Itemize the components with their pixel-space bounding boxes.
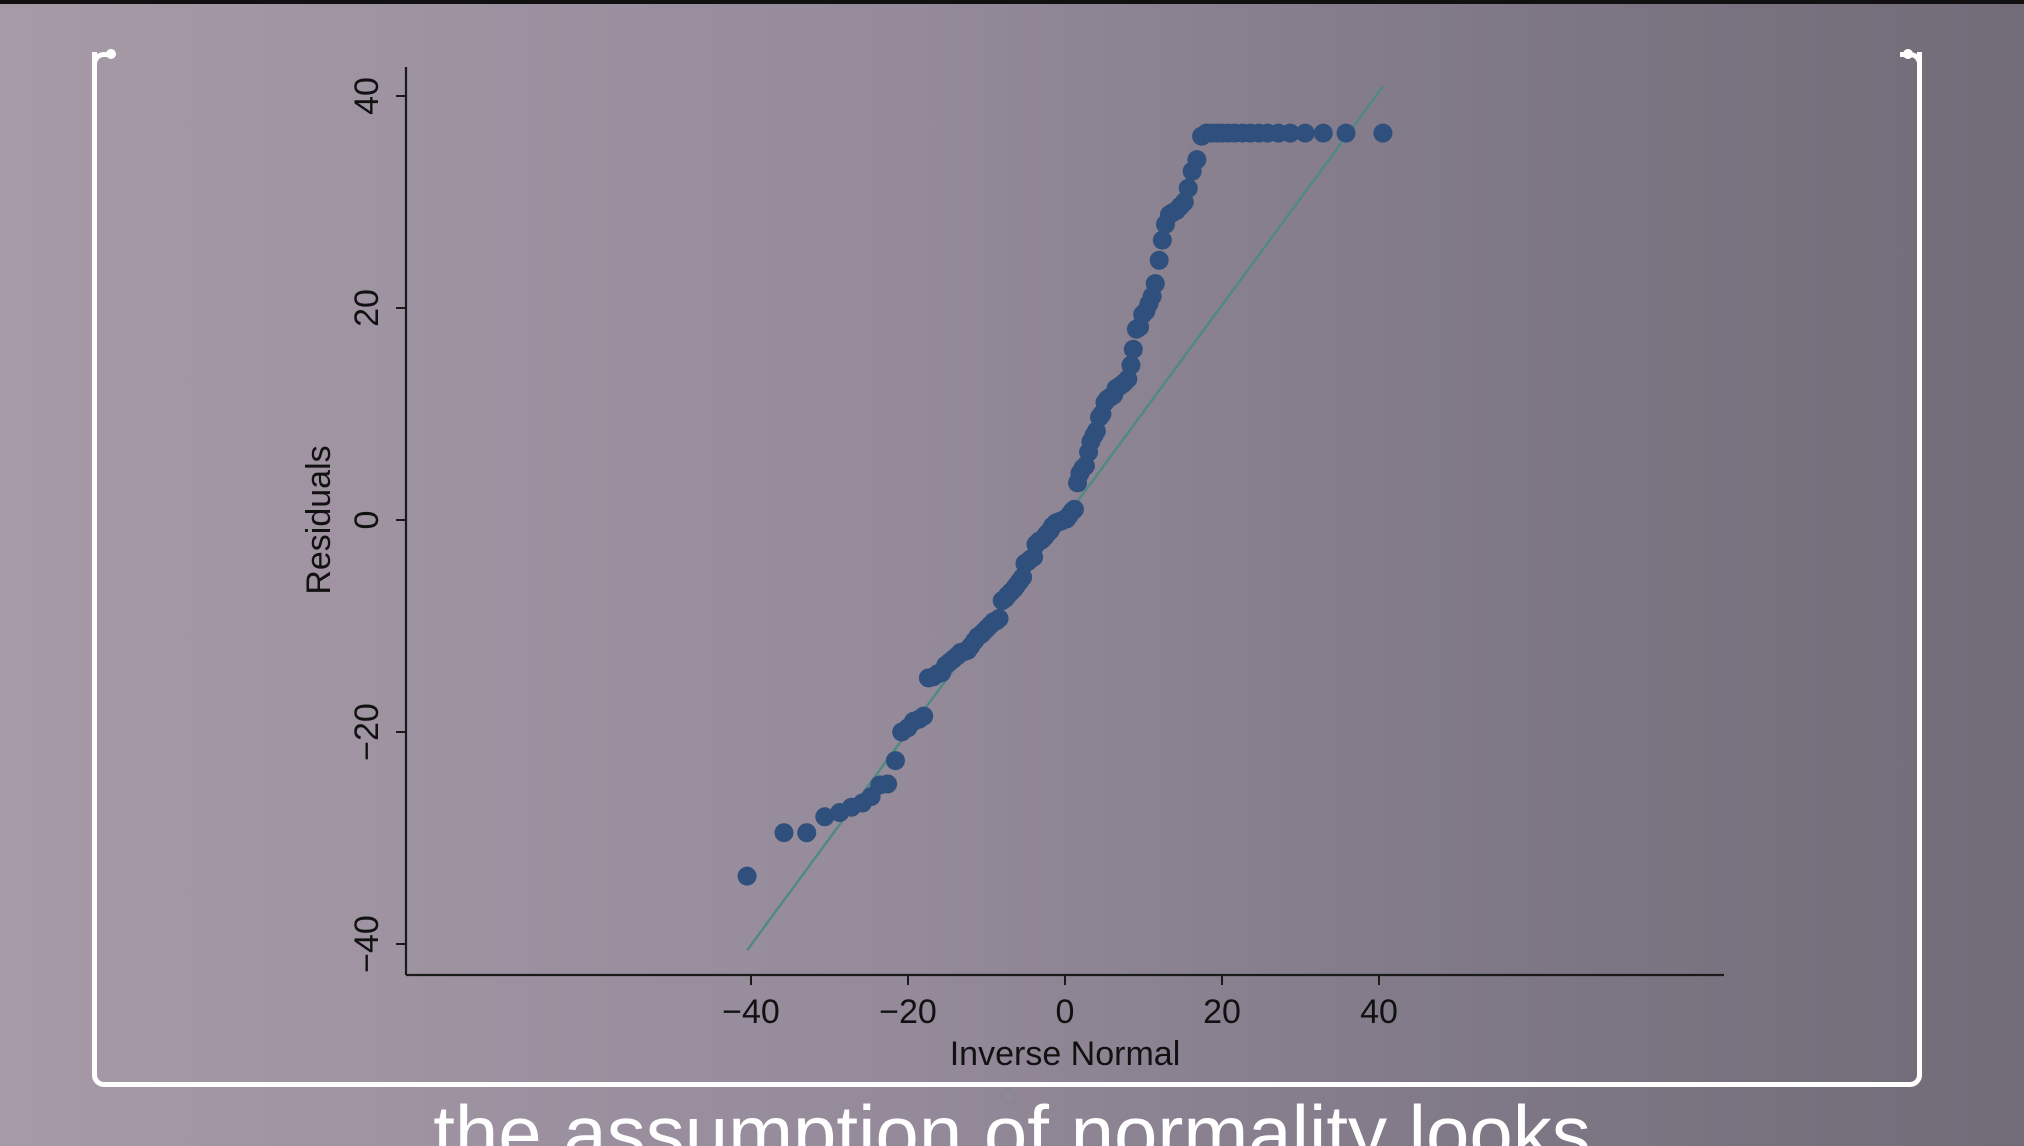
top-border: [0, 0, 2024, 4]
data-point: [1280, 123, 1300, 143]
data-point: [885, 751, 905, 771]
data-points: [737, 123, 1393, 886]
y-tick-label: −20: [348, 703, 386, 761]
data-point: [1187, 150, 1207, 170]
data-point: [1336, 123, 1356, 143]
y-tick-label: 20: [348, 289, 386, 327]
data-point: [1145, 274, 1165, 294]
video-frame-outline: [92, 52, 1922, 1087]
y-tick-label: −40: [348, 915, 386, 973]
data-point: [989, 609, 1009, 629]
data-point: [1152, 230, 1172, 250]
data-point: [1178, 178, 1198, 198]
scrub-handle[interactable]: [1000, 1088, 1018, 1106]
data-point: [797, 823, 817, 843]
frame-handle-right: [1903, 49, 1913, 59]
data-point: [774, 823, 794, 843]
x-tick-label: 40: [1360, 993, 1398, 1031]
frame-handle-left: [106, 49, 116, 59]
data-point: [878, 774, 898, 794]
data-point: [1373, 123, 1393, 143]
data-point: [1313, 123, 1333, 143]
data-point: [914, 706, 934, 726]
data-point: [1064, 499, 1084, 519]
y-tick-label: 40: [348, 77, 386, 115]
data-point: [737, 866, 757, 886]
data-point: [815, 807, 835, 827]
y-axis-ticks: −40 −20 0 20 40: [348, 77, 406, 973]
frame-corner-left: [92, 52, 114, 74]
data-point: [1121, 355, 1141, 375]
x-tick-label: 0: [1056, 993, 1075, 1031]
data-point: [1123, 339, 1143, 359]
y-tick-label: 0: [348, 511, 386, 530]
x-axis-ticks: −40 −20 0 20 40: [722, 975, 1398, 1031]
y-axis-label: Residuals: [300, 445, 338, 594]
data-point: [1295, 123, 1315, 143]
data-point: [1149, 250, 1169, 270]
x-tick-label: 20: [1203, 993, 1241, 1031]
x-tick-label: −20: [879, 993, 937, 1031]
x-axis-label: Inverse Normal: [950, 1035, 1181, 1073]
x-tick-label: −40: [722, 993, 780, 1031]
